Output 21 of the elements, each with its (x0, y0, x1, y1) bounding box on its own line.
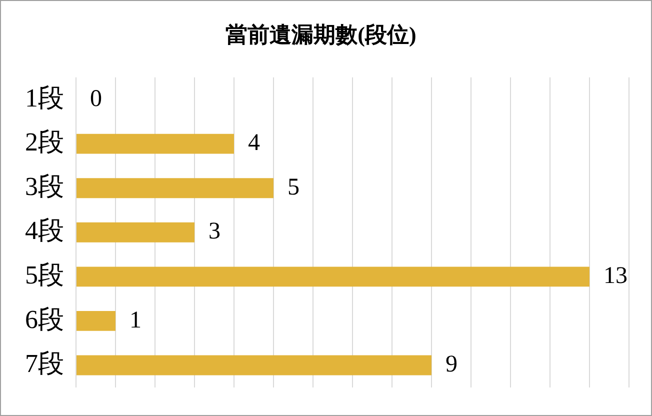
y-tick-label: 7段 (25, 349, 64, 378)
data-label: 0 (90, 86, 102, 112)
y-tick-label: 6段 (25, 304, 64, 334)
data-label: 4 (248, 130, 260, 156)
bar (76, 311, 116, 331)
y-tick-label: 2段 (25, 128, 64, 157)
y-tick-label: 1段 (25, 83, 64, 112)
data-label: 1 (130, 307, 142, 334)
data-label: 5 (288, 174, 300, 200)
chart-title: 當前遺漏期數(段位) (226, 22, 416, 47)
bar (76, 355, 432, 376)
bar (76, 266, 590, 287)
bar (76, 134, 234, 154)
data-label: 9 (446, 352, 458, 378)
y-tick-label: 4段 (25, 216, 64, 246)
y-tick-label: 3段 (25, 172, 64, 201)
bar (76, 178, 274, 198)
y-tick-label: 5段 (25, 260, 64, 290)
data-label: 3 (208, 218, 220, 245)
data-label: 13 (604, 262, 628, 289)
bar (76, 222, 194, 242)
